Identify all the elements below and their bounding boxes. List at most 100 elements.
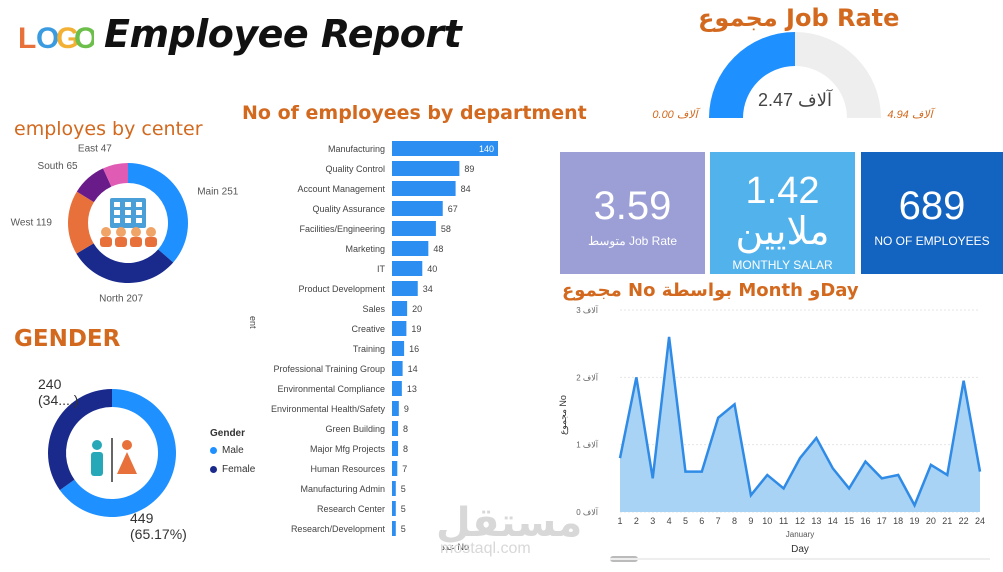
line-chart-title: مجموع No بواسطة Month وDay: [562, 280, 859, 301]
bar-value: 5: [401, 524, 406, 534]
building-people-icon: [100, 198, 157, 247]
building-window: [125, 218, 131, 223]
gender-male-label: 449 (65.17%): [130, 510, 187, 542]
bar-label: Green Building: [325, 424, 385, 434]
month-label: January: [786, 530, 814, 539]
bar-value: 9: [404, 404, 409, 414]
x-tick-label: 18: [893, 516, 903, 526]
x-tick-label: 1: [617, 516, 622, 526]
y-tick-label: آلاف 3: [576, 305, 599, 315]
bar: [392, 201, 443, 216]
bar: [392, 321, 407, 336]
kpi-label: متوسط Job Rate: [587, 234, 678, 248]
kpi-value: 3.59: [593, 184, 672, 228]
bar-label: Manufacturing Admin: [300, 484, 385, 494]
gender-chart-title: GENDER: [14, 326, 121, 352]
male-head: [92, 440, 102, 450]
jobrate-title: مجموع Job Rate: [698, 4, 900, 32]
logo-letter-l: L: [18, 22, 36, 55]
male-female-icon: [91, 438, 137, 482]
bar-value: 34: [423, 284, 433, 294]
bar-value: 140: [479, 144, 494, 154]
slice-label-west: West 119: [11, 217, 53, 228]
bar-label: Environmental Compliance: [277, 384, 385, 394]
kpi-card-avg-jobrate[interactable]: 3.59 متوسط Job Rate: [560, 152, 705, 274]
bar-label: Professional Training Group: [273, 364, 385, 374]
gender-donut-chart: [47, 389, 176, 517]
female-body: [117, 452, 137, 474]
slice-south: [76, 168, 112, 203]
slice-label-south: South 65: [38, 161, 78, 172]
jobrate-gauge: آلاف 2.47 آلاف 0.00 آلاف 4.94: [652, 32, 937, 121]
bar: [392, 181, 456, 196]
slice-east: [103, 163, 128, 187]
x-tick-label: 19: [910, 516, 920, 526]
slice-main: [128, 163, 189, 263]
bar: [392, 501, 396, 516]
center-chart-title: employes by center: [14, 118, 203, 140]
legend-item-male[interactable]: Male: [210, 445, 255, 456]
dept-chart-title: No of employees by department: [242, 102, 587, 124]
gauge-value: آلاف 2.47: [758, 89, 833, 110]
x-tick-label: 6: [699, 516, 704, 526]
bar-value: 8: [403, 424, 408, 434]
logo-letter-g: G: [56, 22, 79, 55]
bar: [392, 141, 498, 156]
x-axis-label: Day: [791, 544, 809, 555]
bar: [392, 161, 460, 176]
bar-value: 13: [407, 384, 417, 394]
slice-male: [59, 389, 176, 517]
bar-label: Environmental Health/Safety: [271, 404, 386, 414]
person-body: [100, 237, 112, 247]
bar-value: 48: [433, 244, 443, 254]
bar-value: 5: [401, 504, 406, 514]
x-tick-label: 24: [975, 516, 985, 526]
bar: [392, 221, 436, 236]
bar-value: 84: [461, 184, 471, 194]
building-window: [136, 218, 142, 223]
building-window: [114, 218, 120, 223]
bar-value: 14: [408, 364, 418, 374]
bar-value: 89: [464, 164, 474, 174]
legend-dot-male: [210, 447, 217, 454]
female-head: [122, 440, 132, 450]
x-tick-label: 14: [828, 516, 838, 526]
kpi-card-monthly-salary[interactable]: 1.42 ملايين MONTHLY SALAR: [710, 152, 855, 274]
x-tick-label: 9: [748, 516, 753, 526]
bar: [392, 461, 398, 476]
building-window: [114, 202, 120, 207]
legend-item-female[interactable]: Female: [210, 464, 255, 475]
slice-female: [47, 389, 112, 491]
slice-label-main: Main 251: [197, 187, 239, 198]
bar-label: Quality Assurance: [312, 204, 385, 214]
y-tick-label: آلاف 2: [576, 372, 599, 382]
x-tick-label: 2: [634, 516, 639, 526]
bar-label: Research/Development: [291, 524, 386, 534]
kpi-card-employees[interactable]: 689 NO OF EMPLOYEES: [861, 152, 1003, 274]
x-tick-label: 8: [732, 516, 737, 526]
x-axis-label: عدد No: [441, 542, 469, 552]
x-tick-label: 15: [844, 516, 854, 526]
slice-west: [68, 191, 94, 254]
bar: [392, 421, 399, 436]
gauge-max: آلاف 4.94: [887, 107, 936, 121]
logo: L O G O: [18, 22, 94, 55]
x-tick-label: 20: [926, 516, 936, 526]
x-tick-label: 3: [650, 516, 655, 526]
bar: [392, 481, 396, 496]
kpi-value-unit: ملايين: [735, 209, 830, 253]
bar-value: 19: [411, 324, 421, 334]
bar-value: 7: [402, 464, 407, 474]
watermark: مستقل: [436, 500, 583, 546]
bar-label: Product Development: [298, 284, 385, 294]
building-window: [136, 202, 142, 207]
bar-value: 40: [427, 264, 437, 274]
bar-label: Training: [353, 344, 385, 354]
bar: [392, 441, 399, 456]
slice-label-east: East 47: [78, 144, 112, 155]
gender-female-label: 240 (34....): [38, 376, 79, 408]
bar: [392, 241, 429, 256]
